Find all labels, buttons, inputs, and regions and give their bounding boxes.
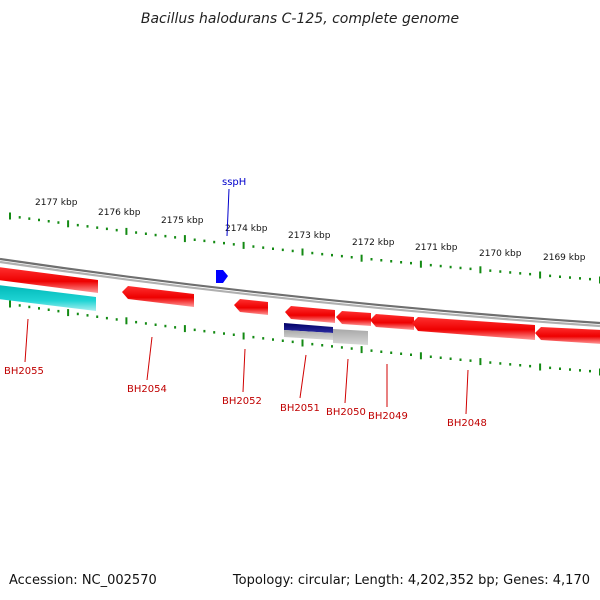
map-title: Bacillus halodurans C-125, complete geno…: [141, 11, 459, 27]
gene-arrow-BH2049[interactable]: [370, 314, 414, 330]
lower-tick-track: [9, 300, 600, 376]
scale-label-2173: 2173 kbp: [288, 231, 331, 241]
scale-label-2176: 2176 kbp: [98, 208, 141, 218]
genome-summary-text: Topology: circular; Length: 4,202,352 bp…: [232, 573, 590, 588]
scale-label-2174: 2174 kbp: [225, 224, 268, 234]
highlight-bar-BH2051[interactable]: [284, 323, 333, 333]
sspH-feature[interactable]: [216, 270, 228, 283]
pseudo-bar-BH2051[interactable]: [284, 330, 333, 340]
gene-label-BH2048[interactable]: BH2048: [447, 418, 487, 429]
scale-label-2177: 2177 kbp: [35, 198, 78, 208]
gene-arrow-BH2055[interactable]: [0, 267, 98, 293]
BH2052-leader: [242, 348, 246, 393]
scale-labels: 2177 kbp 2176 kbp 2175 kbp 2174 kbp 2173…: [35, 198, 586, 263]
gene-arrow-BH2054[interactable]: [122, 286, 194, 307]
cds-cyan-BH2055[interactable]: [0, 285, 96, 311]
BH2050-leader: [344, 358, 349, 404]
BH2051-leader: [299, 354, 307, 399]
scale-label-2172: 2172 kbp: [352, 238, 395, 248]
gene-arrow-edge[interactable]: [535, 327, 600, 344]
gene-arrow-BH2052[interactable]: [234, 299, 268, 315]
sspH-leader: [226, 188, 230, 237]
forward-genes: [0, 267, 98, 293]
gene-arrow-BH2051[interactable]: [285, 306, 335, 323]
scale-label-2171: 2171 kbp: [415, 243, 458, 253]
pseudo-bar-BH2050[interactable]: [333, 329, 368, 345]
BH2054-leader: [146, 336, 153, 381]
scale-label-2175: 2175 kbp: [161, 216, 204, 226]
BH2055-leader: [24, 318, 29, 363]
gene-label-BH2055[interactable]: BH2055: [4, 366, 44, 377]
leader-lines: [24, 188, 469, 415]
gene-label-BH2054[interactable]: BH2054: [127, 384, 167, 395]
gene-arrow-BH2048[interactable]: [412, 317, 535, 340]
BH2048-leader: [465, 369, 469, 415]
gene-label-BH2050[interactable]: BH2050: [326, 407, 366, 418]
gene-label-BH2051[interactable]: BH2051: [280, 403, 320, 414]
gene-label-BH2052[interactable]: BH2052: [222, 396, 262, 407]
scale-label-2169: 2169 kbp: [543, 253, 586, 263]
genome-backbone: [0, 257, 600, 328]
scale-label-2170: 2170 kbp: [479, 249, 522, 259]
gene-label-BH2049[interactable]: BH2049: [368, 411, 408, 422]
reverse-genes: [0, 285, 600, 345]
accession-text: Accession: NC_002570: [9, 573, 157, 588]
gene-arrow-BH2050[interactable]: [336, 311, 371, 326]
sspH-label[interactable]: sspH: [222, 177, 246, 188]
upper-tick-track: [9, 212, 600, 284]
